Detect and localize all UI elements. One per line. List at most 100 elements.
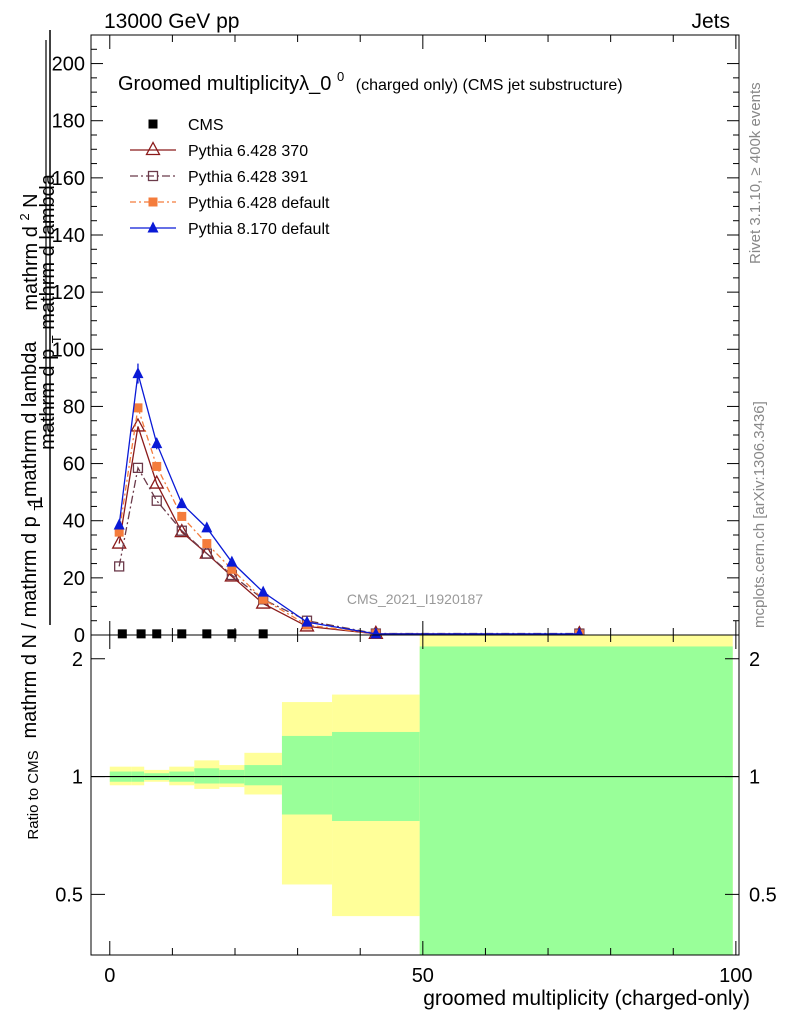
- data-point: [226, 555, 238, 567]
- ratio-y-tick-label-right: 2: [749, 649, 760, 671]
- ylabel-mid2: mathrm d lambda: [37, 173, 59, 329]
- data-point: [174, 523, 190, 538]
- data-point: [111, 534, 127, 549]
- legend-entry: Pythia 8.170 default: [130, 221, 330, 238]
- ratio-bands: [109, 635, 733, 955]
- legend-marker: [148, 119, 158, 129]
- data-point: [224, 567, 240, 582]
- svg-text:mathrm d 2 N: mathrm d 2 N: [12, 193, 42, 310]
- data-point: [151, 437, 163, 449]
- ratio-y-tick-label: 0.5: [55, 884, 83, 906]
- main-data-layer: [111, 363, 587, 640]
- svg-text:mathrm d N / mathrm d p: mathrm d N / mathrm d p T mathrm d lambd…: [19, 341, 48, 739]
- legend-marker: [148, 197, 158, 207]
- process-label: Jets: [691, 10, 730, 33]
- data-point: [132, 462, 144, 474]
- data-point: [132, 367, 144, 379]
- data-point: [227, 629, 237, 639]
- ratio-plot: 0.5 0.5 1 1 2 2 0 50 100: [55, 634, 777, 987]
- ratio-inner-band: [281, 735, 333, 815]
- legend-label: Pythia 6.428 391: [188, 169, 308, 186]
- data-point: [177, 629, 187, 639]
- legend-label: Pythia 8.170 default: [188, 221, 330, 238]
- title-main: Groomed multiplicityλ_0: [118, 73, 331, 95]
- series-0: [117, 629, 268, 639]
- legend-marker: [147, 221, 159, 233]
- ratio-y-axis: 0.5 0.5 1 1 2 2: [55, 649, 777, 907]
- series-line: [118, 466, 580, 635]
- y-tick-label: 100: [52, 339, 85, 361]
- data-point: [113, 518, 125, 530]
- y-tick-label: 120: [52, 282, 85, 304]
- x-axis-label: groomed multiplicity (charged-only): [423, 987, 750, 1010]
- main-ylabel: 1 mathrm d 2 N mathrm d p T mathrm d lam…: [12, 30, 66, 739]
- data-point: [114, 561, 125, 572]
- main-x-ticks: [109, 35, 737, 635]
- data-point: [227, 564, 237, 574]
- legend-entry: CMS: [148, 117, 224, 134]
- legend: CMS Pythia 6.428 370 Pythia 6.428 391 Pythi…: [130, 117, 330, 238]
- chart-title: Groomed multiplicityλ_0 0 (charged only)…: [118, 64, 623, 95]
- ylabel-num-d: mathrm d: [20, 226, 42, 310]
- y-tick-label: 20: [63, 568, 85, 590]
- ratio-y-tick-label: 2: [72, 649, 83, 671]
- data-point: [201, 521, 213, 533]
- y-tick-label: 200: [52, 54, 85, 76]
- data-point: [301, 615, 313, 627]
- mcplots-label: mcplots.cern.ch [arXiv:1306.3436]: [751, 401, 768, 628]
- legend-label: Pythia 6.428 370: [188, 143, 308, 160]
- svg-text:mathrm d p T mathr: mathrm d p T mathrm d lambda: [37, 173, 66, 450]
- rivet-label: Rivet 3.1.10, ≥ 400k events: [747, 82, 764, 264]
- ratio-y-tick-label-right: 1: [749, 767, 760, 789]
- main-plot: CMS_2021_I1920187 0 20 40 60 80 100 120 140 160 1…: [52, 34, 740, 647]
- data-point: [176, 497, 188, 509]
- y-tick-label: 0: [74, 625, 85, 647]
- ylabel-mid-sub: T: [49, 335, 64, 343]
- data-point: [202, 539, 212, 549]
- ratio-inner-band: [244, 765, 282, 786]
- ratio-y-tick-label-right: 0.5: [749, 884, 777, 906]
- data-point: [258, 594, 268, 604]
- y-tick-label: 60: [63, 454, 85, 476]
- data-point: [151, 495, 162, 506]
- ratio-x-axis: 0 50 100: [104, 635, 753, 987]
- legend-label: CMS: [188, 117, 224, 134]
- data-point: [114, 527, 124, 537]
- y-tick-label: 160: [52, 168, 85, 190]
- ylabel-num-n: N: [20, 193, 42, 207]
- ylabel-den1: mathrm d N / mathrm d p: [19, 516, 41, 738]
- x-tick-label: 50: [412, 965, 434, 987]
- data-point: [257, 585, 269, 597]
- title-suffix: (charged only) (CMS jet substructure): [356, 77, 623, 94]
- legend-entry: Pythia 6.428 391: [130, 169, 308, 186]
- legend-marker: [145, 141, 161, 156]
- ylabel-mid: mathrm d p: [37, 349, 59, 450]
- data-point: [152, 461, 162, 471]
- legend-entry: Pythia 6.428 default: [130, 195, 330, 212]
- series-2: [114, 462, 585, 639]
- data-point: [130, 417, 146, 432]
- x-tick-label: 100: [719, 965, 752, 987]
- x-tick-label: 0: [104, 965, 115, 987]
- legend-entry: Pythia 6.428 370: [130, 141, 308, 160]
- ratio-frame: [90, 634, 740, 956]
- energy-label: 13000 GeV pp: [104, 10, 239, 33]
- data-point: [149, 474, 165, 489]
- analysis-watermark: CMS_2021_I1920187: [347, 591, 483, 607]
- y-tick-label: 80: [63, 396, 85, 418]
- legend-label: Pythia 6.428 default: [188, 195, 330, 212]
- data-point: [152, 629, 162, 639]
- data-point: [258, 629, 268, 639]
- data-point: [117, 629, 127, 639]
- y-tick-label: 40: [63, 511, 85, 533]
- ylabel-den-sub: T: [31, 503, 46, 511]
- ylabel-numerator: 1: [24, 496, 47, 508]
- ratio-ylabel: Ratio to CMS: [25, 750, 42, 839]
- main-y-axis: 0 20 40 60 80 100 120 140 160 180 200: [52, 48, 739, 647]
- data-point: [202, 629, 212, 639]
- ratio-y-tick-label: 1: [72, 767, 83, 789]
- data-point: [177, 511, 187, 521]
- data-point: [201, 548, 212, 559]
- legend-marker: [147, 170, 159, 182]
